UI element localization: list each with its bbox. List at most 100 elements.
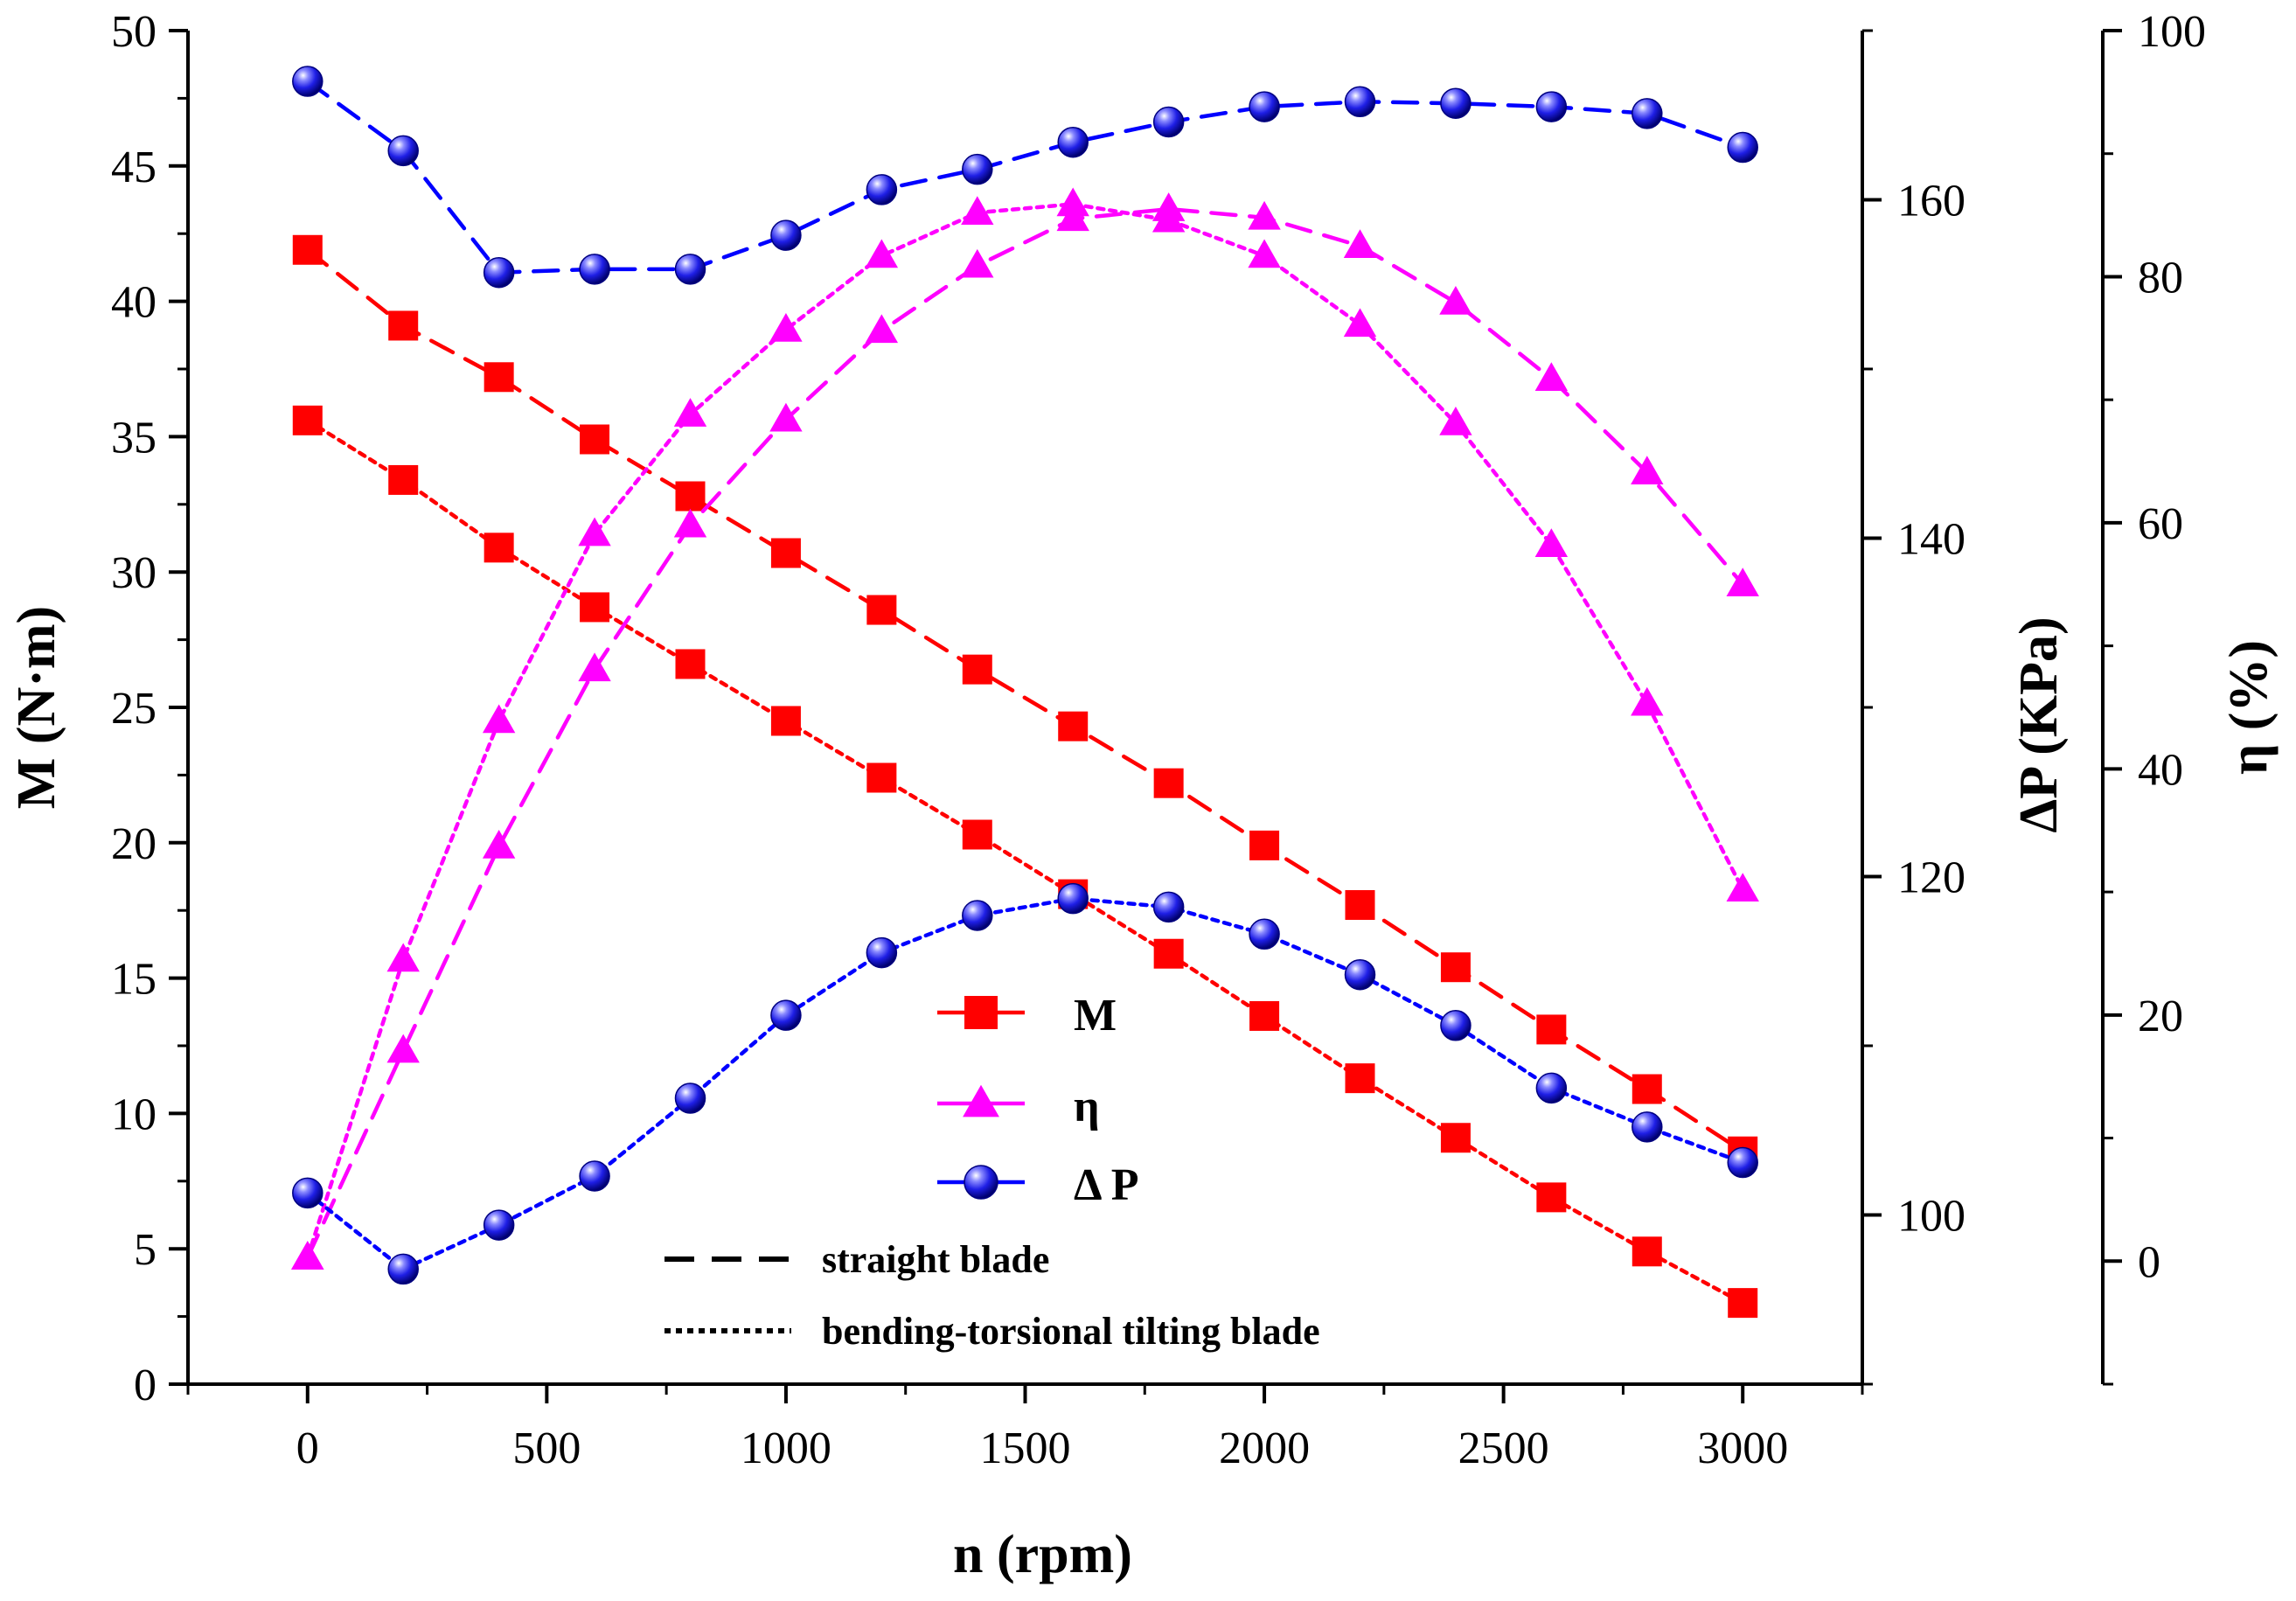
y-eta-tick-label: 20: [2138, 992, 2183, 1041]
data-point: [292, 1177, 324, 1209]
data-point: [386, 1034, 420, 1063]
data-point: [866, 762, 897, 793]
data-point: [1249, 830, 1280, 860]
data-point: [386, 943, 420, 972]
data-point: [483, 1209, 515, 1241]
data-point: [1632, 1074, 1662, 1104]
data-point: [1534, 528, 1569, 558]
series-5: [292, 882, 1758, 1285]
y-m-tick-label: 45: [111, 143, 157, 192]
data-point: [388, 310, 419, 341]
data-point: [1631, 686, 1664, 716]
series-group: [291, 66, 1759, 1319]
y-m-tick-label: 35: [111, 413, 157, 463]
data-point: [1727, 131, 1758, 164]
data-point: [865, 314, 899, 344]
y-m-tick-label: 50: [111, 7, 157, 57]
data-point: [1726, 567, 1759, 597]
legend-marker: [964, 996, 998, 1029]
data-point: [961, 248, 994, 278]
data-point: [388, 464, 419, 495]
data-point: [770, 706, 801, 736]
data-point: [866, 595, 897, 625]
data-point: [1440, 87, 1472, 119]
series-0: [292, 234, 1758, 1166]
data-point: [483, 256, 515, 289]
data-point: [484, 533, 514, 563]
data-point: [961, 196, 994, 226]
data-point: [482, 830, 516, 859]
data-point: [1153, 938, 1184, 969]
data-point: [962, 819, 992, 850]
legend-style-label: bending-torsional tilting blade: [822, 1310, 1320, 1353]
data-point: [1343, 229, 1377, 259]
data-point: [1343, 308, 1377, 338]
y-eta-tick-label: 60: [2138, 499, 2183, 549]
y-eta-tick-label: 40: [2138, 745, 2183, 795]
data-point: [674, 1082, 706, 1114]
series-3: [291, 187, 1759, 1270]
data-point: [1631, 456, 1664, 484]
y-axis-dp-title: ΔP (KPa): [2009, 616, 2069, 832]
data-point: [1345, 1063, 1375, 1094]
data-point: [1249, 1000, 1280, 1031]
y-eta-tick-label: 80: [2138, 253, 2183, 303]
legend-label: M: [1074, 991, 1117, 1041]
data-point: [769, 312, 803, 342]
x-tick-label: 500: [512, 1423, 581, 1473]
data-point: [962, 900, 993, 931]
data-point: [770, 538, 801, 568]
data-point: [866, 936, 898, 969]
data-point: [1535, 1072, 1568, 1104]
y-dp-tick-label: 120: [1897, 853, 1966, 903]
x-tick-label: 2000: [1219, 1423, 1310, 1473]
y-dp-tick-label: 140: [1897, 515, 1966, 565]
data-point: [1632, 1236, 1662, 1267]
y-m-tick-label: 10: [111, 1089, 157, 1139]
data-point: [1057, 882, 1089, 915]
data-point: [1439, 406, 1472, 435]
y-m-tick-label: 25: [111, 684, 157, 734]
data-point: [1152, 106, 1185, 138]
series-line: [305, 247, 1745, 1153]
series-line: [305, 79, 1745, 275]
series-4: [292, 66, 1758, 289]
data-point: [1056, 202, 1089, 232]
data-point: [673, 398, 707, 427]
data-point: [291, 1241, 324, 1270]
data-point: [1727, 1146, 1758, 1179]
legend-style-label: straight blade: [822, 1238, 1049, 1281]
data-point: [1152, 891, 1185, 923]
y-axis-eta-title: η (%): [2219, 640, 2279, 775]
data-point: [482, 704, 516, 734]
legend-marker: [963, 1084, 999, 1117]
data-point: [579, 1160, 610, 1192]
data-point: [1440, 1010, 1472, 1041]
data-point: [1536, 1182, 1567, 1213]
data-point: [1632, 1111, 1663, 1143]
data-point: [1726, 873, 1759, 902]
data-point: [578, 517, 611, 546]
data-point: [675, 649, 706, 679]
data-point: [769, 402, 803, 432]
data-point: [1248, 239, 1281, 268]
data-point: [1249, 91, 1280, 122]
y-m-tick-label: 0: [134, 1361, 157, 1410]
legend-group: Mη Δ P straight blade bending-torsional til…: [664, 991, 1320, 1353]
data-point: [387, 1253, 419, 1285]
data-point: [1439, 286, 1472, 315]
x-tick-label: 3000: [1697, 1423, 1788, 1473]
y-dp-tick-label: 100: [1897, 1192, 1966, 1242]
y-m-tick-label: 30: [111, 548, 157, 598]
y-m-tick-label: 15: [111, 955, 157, 1005]
data-point: [1632, 98, 1663, 129]
x-tick-label: 2500: [1458, 1423, 1549, 1473]
data-point: [673, 508, 707, 538]
y-m-tick-label: 5: [134, 1225, 157, 1275]
data-point: [292, 405, 323, 435]
data-point: [770, 219, 802, 251]
data-point: [1248, 200, 1281, 230]
data-point: [1153, 768, 1184, 798]
